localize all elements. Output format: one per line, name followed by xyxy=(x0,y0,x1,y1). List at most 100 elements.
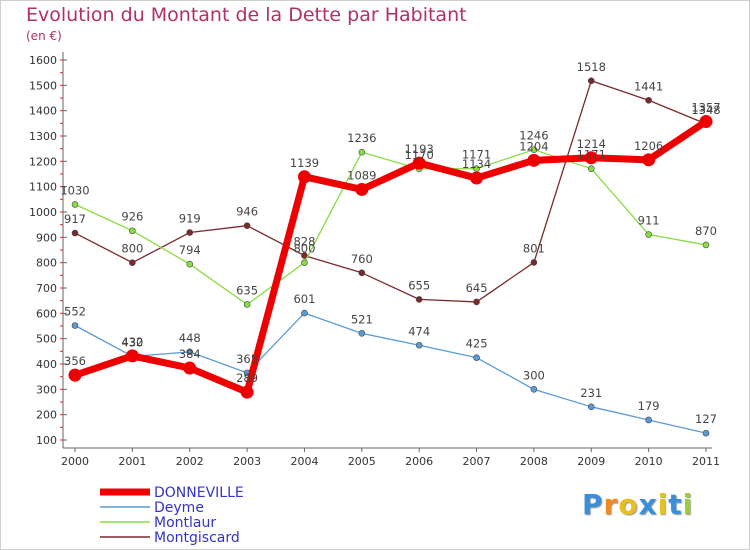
y-tick-label: 1000 xyxy=(29,206,57,219)
data-label: 946 xyxy=(236,205,258,219)
data-point xyxy=(186,229,194,236)
data-label: 645 xyxy=(466,281,488,295)
data-label: 1030 xyxy=(60,183,89,197)
x-tick-label: 2005 xyxy=(348,455,376,468)
data-point xyxy=(530,386,538,393)
data-label: 127 xyxy=(695,412,717,426)
data-point xyxy=(530,146,538,153)
logo-letter: i xyxy=(657,488,669,521)
data-label: 919 xyxy=(179,212,201,226)
chart-subtitle: (en €) xyxy=(26,29,62,43)
series-line-deyme xyxy=(74,312,707,434)
data-label: 911 xyxy=(638,214,660,228)
data-label: 300 xyxy=(523,368,545,382)
data-label: 231 xyxy=(580,386,602,400)
data-label: 601 xyxy=(293,292,315,306)
data-point xyxy=(645,231,652,238)
data-label: 828 xyxy=(293,235,315,249)
data-point xyxy=(527,153,541,167)
data-label: 1518 xyxy=(577,60,606,74)
data-label: 448 xyxy=(179,331,201,345)
data-label: 365 xyxy=(236,352,258,366)
data-label: 289 xyxy=(236,371,258,385)
y-tick-label: 100 xyxy=(36,434,57,447)
data-point xyxy=(470,171,484,185)
data-point xyxy=(699,115,713,129)
data-label: 1139 xyxy=(290,156,319,170)
logo-letter: i xyxy=(682,488,694,521)
data-point xyxy=(68,368,82,382)
x-tick-label: 2007 xyxy=(463,455,491,468)
data-point xyxy=(702,241,710,249)
data-label: 1206 xyxy=(634,139,663,153)
data-point xyxy=(358,269,366,277)
data-point xyxy=(71,201,79,208)
logo-letter: P xyxy=(582,488,604,521)
y-tick-label: 1100 xyxy=(29,181,57,194)
data-point xyxy=(358,148,366,156)
y-tick-label: 900 xyxy=(36,231,57,244)
x-tick-label: 2011 xyxy=(692,455,720,468)
data-point xyxy=(587,165,595,172)
data-label: 1246 xyxy=(519,129,548,143)
data-label: 552 xyxy=(64,304,86,318)
chart-title: Evolution du Montant de la Dette par Hab… xyxy=(26,4,467,26)
x-tick-label: 2008 xyxy=(520,455,548,468)
data-label: 800 xyxy=(121,242,143,256)
legend-label: Montlaur xyxy=(154,515,216,531)
data-point xyxy=(584,151,598,165)
data-label: 1170 xyxy=(405,148,434,162)
data-point xyxy=(243,222,251,229)
y-tick-label: 1400 xyxy=(29,105,57,118)
data-label: 1204 xyxy=(519,139,548,153)
data-label: 1089 xyxy=(347,168,376,182)
series-layer xyxy=(68,77,713,437)
data-point xyxy=(530,259,538,266)
chart-axes: 100 200 300 400 500 600 700 800 900 1000 1100 1200 1… xyxy=(29,52,720,468)
series-line-donneville xyxy=(73,118,708,396)
data-point xyxy=(473,354,480,361)
data-point xyxy=(186,348,194,356)
y-tick-label: 600 xyxy=(36,307,57,320)
data-point xyxy=(358,330,366,337)
y-tick-label: 1500 xyxy=(29,79,57,92)
data-point xyxy=(129,227,136,235)
legend-label: DONNEVILLE xyxy=(154,485,244,501)
data-label: 801 xyxy=(523,241,545,255)
data-point xyxy=(645,96,652,104)
data-label: 430 xyxy=(121,335,143,349)
x-tick-label: 2009 xyxy=(577,455,605,468)
data-point xyxy=(125,349,139,363)
y-tick-label: 800 xyxy=(36,257,57,270)
data-label: 1214 xyxy=(577,137,606,151)
data-label: 1357 xyxy=(691,101,720,115)
data-label: 521 xyxy=(351,312,373,326)
data-point xyxy=(129,259,136,266)
y-tick-label: 1600 xyxy=(29,54,57,67)
data-point xyxy=(645,416,652,424)
x-tick-label: 2010 xyxy=(635,455,663,468)
y-tick-label: 1300 xyxy=(29,130,57,143)
data-point xyxy=(702,429,710,437)
data-label: 474 xyxy=(408,324,430,338)
data-point xyxy=(642,153,656,167)
data-point xyxy=(240,385,254,399)
data-label: 425 xyxy=(466,337,488,351)
data-point xyxy=(415,296,423,303)
y-tick-label: 400 xyxy=(36,358,57,371)
x-tick-label: 2001 xyxy=(118,455,146,468)
data-label: 926 xyxy=(121,210,143,224)
data-label: 800 xyxy=(293,242,315,256)
data-label: 1171 xyxy=(462,148,491,162)
data-label: 1236 xyxy=(347,131,376,145)
logo-letter: t xyxy=(668,488,683,521)
logo-letter: x xyxy=(638,488,658,521)
y-tick-label: 700 xyxy=(36,282,57,295)
data-point xyxy=(183,361,197,375)
data-point xyxy=(71,322,79,329)
x-tick-label: 2003 xyxy=(233,455,261,468)
data-label: 1193 xyxy=(405,142,434,156)
y-tick-label: 300 xyxy=(36,383,57,396)
